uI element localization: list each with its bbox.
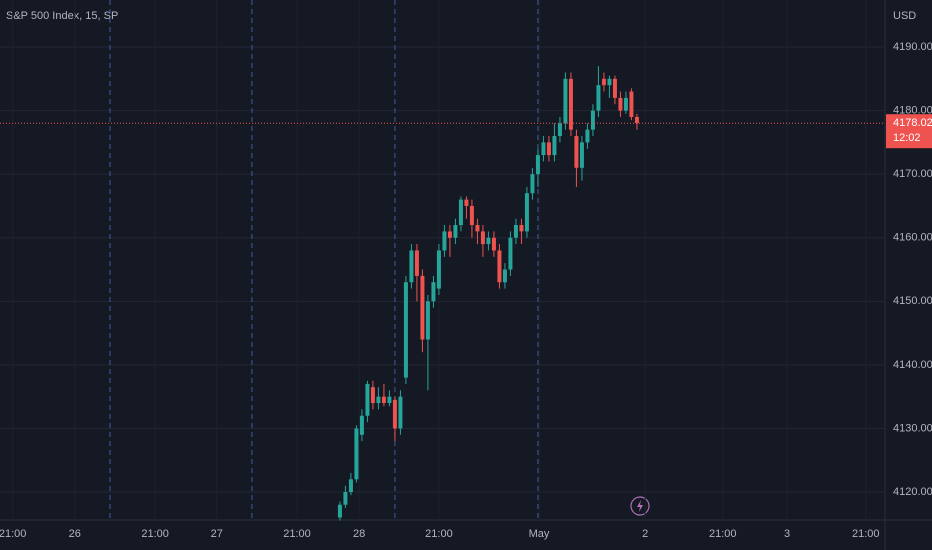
candle-body <box>552 136 557 156</box>
candle-body <box>343 492 348 505</box>
candle-body <box>387 396 392 404</box>
candle-body <box>590 110 595 130</box>
x-tick-label: 21:00 <box>141 528 169 540</box>
candle-body <box>376 396 381 404</box>
candle-body <box>585 129 590 143</box>
candle-body <box>491 237 496 251</box>
candle-body <box>612 78 617 98</box>
y-tick-label: 4180.00 <box>893 105 932 117</box>
candle-body <box>634 116 639 124</box>
candle-body <box>629 91 634 117</box>
candle-body <box>431 282 436 302</box>
x-tick-label: 3 <box>784 528 790 540</box>
candle-body <box>601 78 606 86</box>
x-tick-label: 28 <box>353 528 365 540</box>
candle-body <box>502 269 507 283</box>
last-price-label: 4178.02 <box>893 117 932 129</box>
y-tick-label: 4140.00 <box>893 359 932 371</box>
y-tick-label: 4160.00 <box>893 232 932 244</box>
candle-body <box>497 250 502 283</box>
y-tick-label: 4120.00 <box>893 486 932 498</box>
candle-body <box>354 428 359 480</box>
x-tick-label: 21:00 <box>283 528 311 540</box>
candle-body <box>574 136 579 168</box>
candle-body <box>607 78 612 86</box>
candle-body <box>524 193 529 232</box>
candle-body <box>447 231 452 238</box>
candle-body <box>392 399 397 429</box>
x-tick-label: 21:00 <box>0 528 26 540</box>
candle-body <box>480 231 485 245</box>
x-tick-label: May <box>529 528 550 540</box>
candle-body <box>596 85 601 111</box>
candle-body <box>442 231 447 251</box>
candle-body <box>464 199 469 206</box>
candle-body <box>563 78 568 124</box>
candle-body <box>359 415 364 435</box>
candle-body <box>409 250 414 283</box>
candle-body <box>469 205 474 226</box>
candle-body <box>453 225 458 238</box>
x-tick-label: 21:00 <box>709 528 737 540</box>
candle-body <box>370 387 375 404</box>
candle-body <box>508 237 513 270</box>
x-tick-label: 21:00 <box>425 528 453 540</box>
y-tick-label: 4190.00 <box>893 41 932 53</box>
x-tick-label: 21:00 <box>852 528 880 540</box>
y-tick-label: 4170.00 <box>893 168 932 180</box>
last-price-box <box>886 114 932 149</box>
candle-body <box>541 142 546 156</box>
y-tick-label: 4150.00 <box>893 295 932 307</box>
candle-body <box>348 479 353 493</box>
candle-body <box>579 142 584 168</box>
candle-body <box>381 396 386 404</box>
candle-body <box>436 250 441 289</box>
x-tick-label: 27 <box>211 528 223 540</box>
candle-body <box>519 225 524 232</box>
y-tick-label: 4130.00 <box>893 422 932 434</box>
candle-body <box>535 155 540 175</box>
candle-body <box>420 275 425 340</box>
candle-body <box>568 78 573 130</box>
candle-body <box>546 142 551 156</box>
candle-body <box>623 97 628 111</box>
candle-body <box>475 225 480 232</box>
candle-body <box>530 174 535 194</box>
chart-title: S&P 500 Index, 15, SP <box>6 10 118 22</box>
countdown-label: 12:02 <box>893 132 921 144</box>
candle-body <box>414 250 419 276</box>
lightning-icon[interactable] <box>630 496 650 516</box>
candle-body <box>557 123 562 137</box>
candle-body <box>458 199 463 226</box>
candle-body <box>403 282 408 378</box>
candle-body <box>425 301 430 340</box>
candle-body <box>486 237 491 245</box>
x-tick-label: 2 <box>642 528 648 540</box>
candle-body <box>618 97 623 111</box>
candle-body <box>513 225 518 238</box>
x-tick-label: 26 <box>69 528 81 540</box>
candle-body <box>337 504 342 518</box>
candle-body <box>365 383 370 416</box>
candle-body <box>398 396 403 429</box>
currency: USD <box>893 10 916 22</box>
